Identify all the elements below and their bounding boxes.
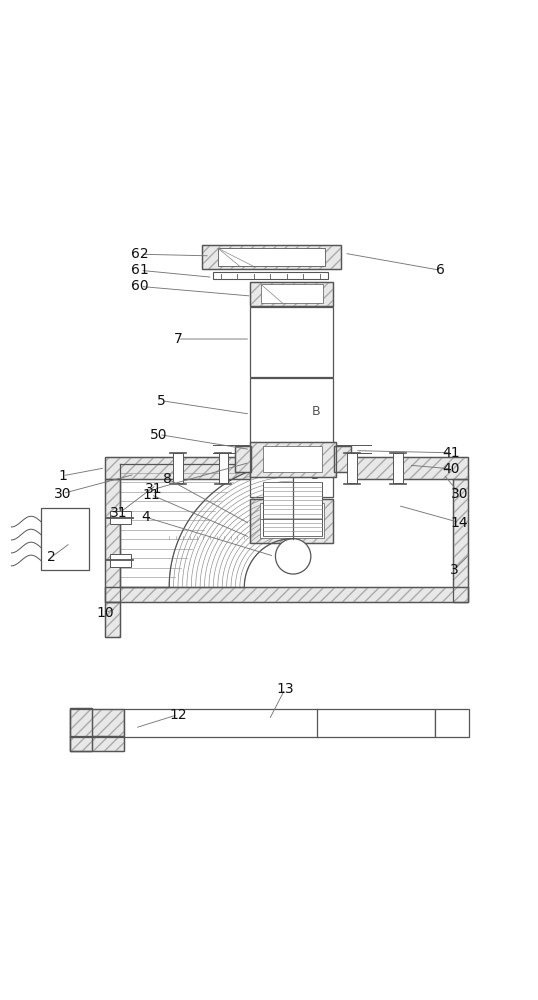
Bar — [435, 709, 469, 737]
Bar — [348, 453, 357, 483]
Bar — [105, 587, 468, 602]
Bar — [173, 453, 182, 483]
Bar — [260, 503, 324, 538]
Text: 31: 31 — [110, 506, 128, 520]
Bar — [250, 378, 334, 446]
Bar — [250, 499, 334, 543]
Bar — [250, 454, 334, 497]
Bar — [202, 245, 342, 269]
Bar — [250, 499, 334, 543]
Bar — [351, 457, 468, 479]
Bar — [105, 587, 468, 602]
Bar — [105, 587, 468, 602]
Bar — [202, 245, 342, 269]
Bar — [70, 708, 92, 751]
Text: 11: 11 — [142, 488, 160, 502]
Bar — [70, 708, 92, 751]
Text: 8: 8 — [162, 472, 172, 486]
Text: 60: 60 — [131, 279, 149, 293]
Bar — [70, 736, 124, 751]
Bar — [263, 482, 322, 536]
Text: 40: 40 — [443, 462, 460, 476]
Bar — [250, 282, 334, 306]
Bar — [235, 446, 251, 472]
Text: B: B — [312, 405, 320, 418]
Text: 7: 7 — [173, 332, 182, 346]
Bar — [235, 446, 251, 472]
Bar — [70, 708, 92, 751]
Text: 62: 62 — [131, 247, 149, 261]
Bar — [202, 245, 342, 269]
Text: D: D — [310, 469, 320, 482]
Bar — [452, 479, 468, 602]
Text: 2: 2 — [47, 550, 56, 564]
Bar — [250, 442, 336, 477]
Bar — [105, 479, 121, 602]
Bar — [335, 446, 351, 472]
Bar — [105, 602, 121, 637]
Text: 61: 61 — [131, 263, 149, 277]
Bar — [250, 499, 334, 543]
Text: 41: 41 — [443, 446, 461, 460]
Bar — [105, 457, 250, 479]
Bar — [124, 709, 435, 737]
Bar — [70, 709, 124, 737]
Bar — [351, 457, 468, 479]
Bar — [250, 307, 334, 377]
Bar — [335, 446, 351, 472]
Bar — [235, 446, 251, 472]
Bar — [250, 282, 334, 306]
Bar — [452, 479, 468, 602]
Text: 12: 12 — [169, 708, 187, 722]
Bar — [110, 511, 131, 524]
Text: 6: 6 — [436, 263, 445, 277]
Bar — [70, 736, 124, 751]
Bar — [263, 446, 322, 472]
Bar — [105, 479, 121, 602]
Text: 30: 30 — [54, 487, 71, 501]
Text: 1: 1 — [58, 469, 67, 483]
Bar — [218, 248, 325, 266]
Text: 3: 3 — [450, 563, 458, 577]
Bar — [393, 453, 402, 483]
Circle shape — [275, 539, 311, 574]
Bar — [452, 479, 468, 602]
Bar — [70, 736, 124, 751]
Bar — [351, 457, 468, 479]
Text: 14: 14 — [451, 516, 468, 530]
Text: 5: 5 — [157, 394, 166, 408]
Bar — [335, 446, 351, 472]
Bar — [70, 709, 124, 737]
Bar — [105, 602, 121, 637]
Text: 10: 10 — [96, 606, 114, 620]
Bar — [110, 554, 131, 567]
Bar — [218, 453, 228, 483]
Bar — [250, 282, 334, 306]
Text: 30: 30 — [451, 487, 468, 501]
Bar — [105, 457, 250, 479]
Bar — [70, 709, 124, 737]
Bar — [250, 442, 336, 477]
Text: 31: 31 — [145, 482, 162, 496]
Bar — [105, 479, 121, 602]
Bar — [105, 457, 250, 479]
Text: 50: 50 — [150, 428, 168, 442]
Bar — [213, 272, 328, 279]
Text: 4: 4 — [141, 510, 150, 524]
Bar — [41, 508, 89, 570]
Bar — [105, 602, 121, 637]
Text: 13: 13 — [277, 682, 294, 696]
Bar — [250, 442, 336, 477]
Bar — [261, 284, 323, 303]
